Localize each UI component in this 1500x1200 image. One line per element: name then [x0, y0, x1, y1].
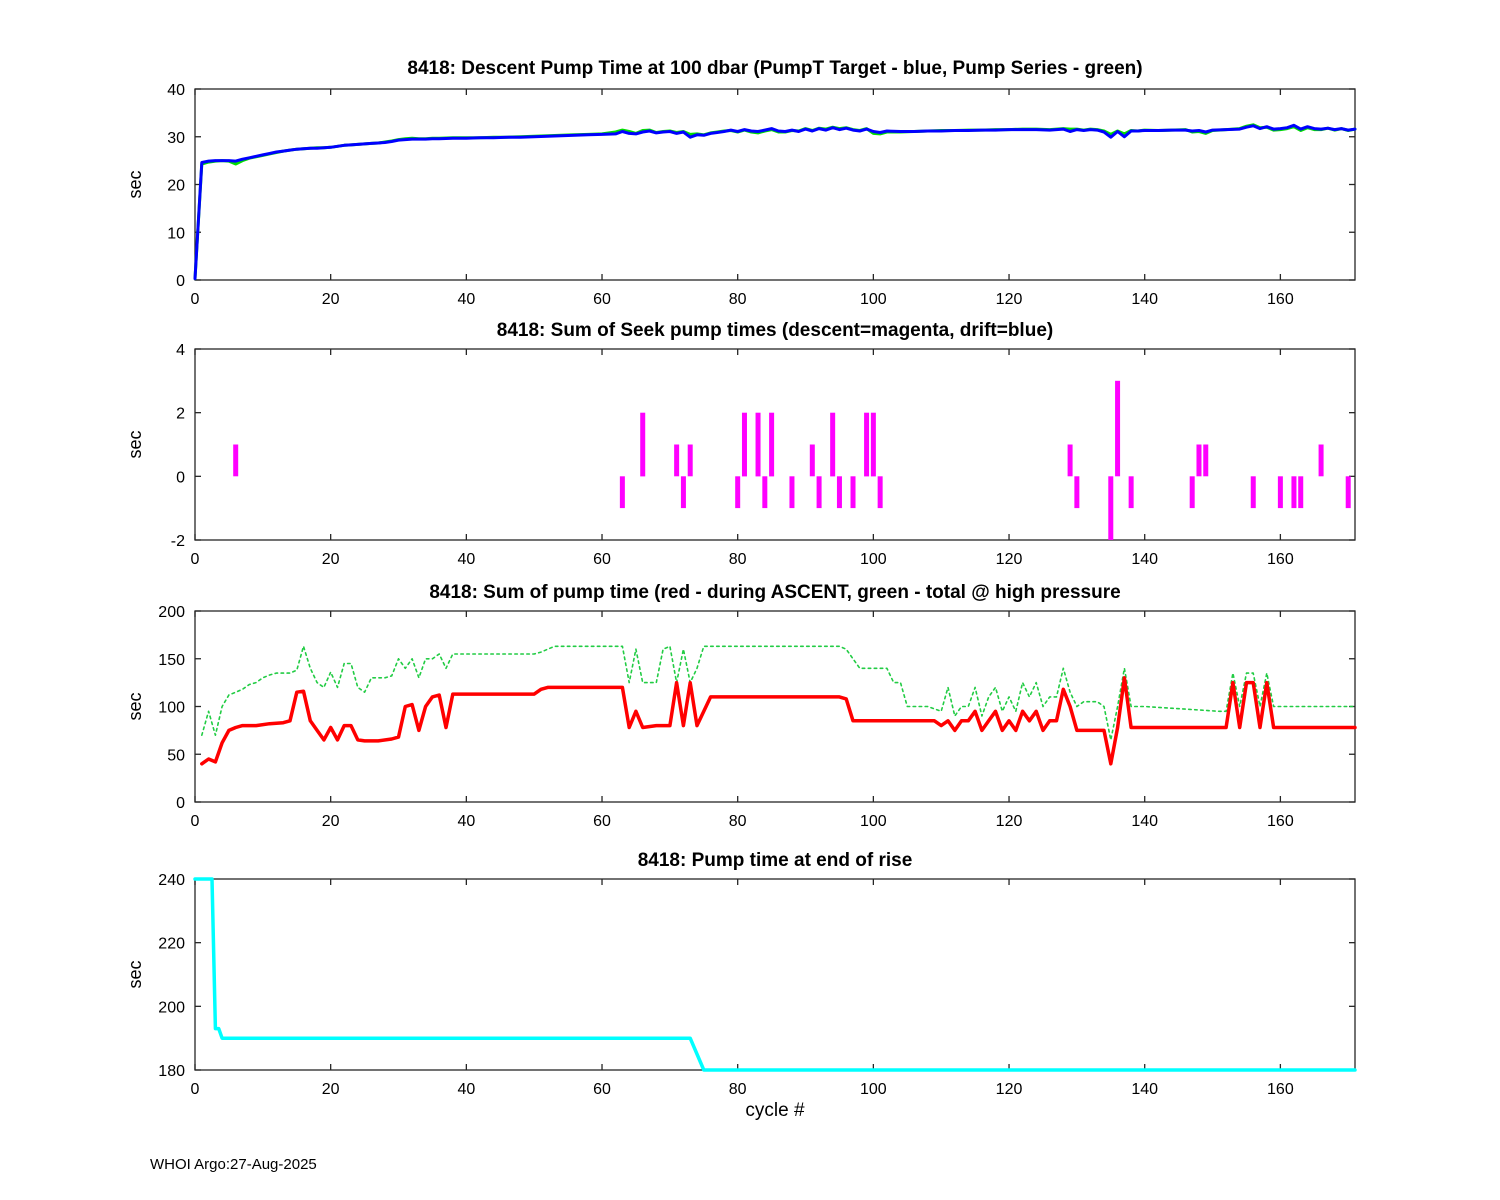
svg-text:220: 220	[158, 936, 185, 953]
svg-text:0: 0	[191, 291, 200, 308]
svg-text:120: 120	[996, 551, 1023, 568]
svg-text:200: 200	[158, 605, 185, 621]
svg-text:0: 0	[176, 469, 185, 486]
svg-text:20: 20	[322, 551, 340, 568]
svg-text:sec: sec	[125, 170, 145, 198]
svg-text:sec: sec	[125, 692, 145, 720]
svg-text:160: 160	[1267, 1081, 1294, 1098]
x-axis-label: cycle #	[745, 1100, 805, 1121]
svg-text:2: 2	[176, 406, 185, 423]
svg-text:sec: sec	[125, 960, 145, 988]
chart3-title: 8418: Sum of pump time (red - during ASC…	[429, 582, 1121, 603]
svg-text:30: 30	[167, 130, 185, 147]
svg-text:100: 100	[860, 291, 887, 308]
svg-text:80: 80	[729, 291, 747, 308]
svg-text:20: 20	[322, 1081, 340, 1098]
svg-text:40: 40	[457, 551, 475, 568]
svg-text:120: 120	[996, 813, 1023, 830]
chart1-title: 8418: Descent Pump Time at 100 dbar (Pum…	[407, 58, 1143, 79]
svg-text:80: 80	[729, 551, 747, 568]
descent-pump-time-plot: 0 20 40 60 80 100 120 140 160 0 10 20 30 40 sec	[125, 83, 1357, 308]
svg-text:-2: -2	[171, 533, 185, 550]
svg-text:140: 140	[1131, 291, 1158, 308]
svg-text:150: 150	[158, 652, 185, 669]
svg-text:0: 0	[176, 795, 185, 812]
svg-text:40: 40	[457, 1081, 475, 1098]
svg-text:80: 80	[729, 813, 747, 830]
svg-text:100: 100	[158, 700, 185, 717]
svg-text:40: 40	[457, 291, 475, 308]
svg-text:20: 20	[322, 813, 340, 830]
svg-text:120: 120	[996, 1081, 1023, 1098]
svg-text:0: 0	[191, 1081, 200, 1098]
svg-text:180: 180	[158, 1063, 185, 1080]
svg-text:10: 10	[167, 225, 185, 242]
svg-text:4: 4	[176, 343, 185, 359]
svg-text:20: 20	[322, 291, 340, 308]
chart2-title: 8418: Sum of Seek pump times (descent=ma…	[496, 320, 1054, 341]
svg-text:60: 60	[593, 1081, 611, 1098]
svg-text:60: 60	[593, 551, 611, 568]
sum-pump-time-plot: 0 20 40 60 80 100 120 140 160 0 50 100 150 200 sec	[125, 605, 1357, 830]
svg-text:240: 240	[158, 873, 185, 889]
svg-text:40: 40	[457, 813, 475, 830]
svg-text:140: 140	[1131, 551, 1158, 568]
svg-text:50: 50	[167, 747, 185, 764]
svg-text:120: 120	[996, 291, 1023, 308]
svg-text:140: 140	[1131, 1081, 1158, 1098]
pump-time-end-of-rise-plot: 0 20 40 60 80 100 120 140 160 180 200 220 240 sec	[125, 873, 1357, 1098]
svg-text:0: 0	[191, 813, 200, 830]
svg-text:60: 60	[593, 291, 611, 308]
svg-text:0: 0	[191, 551, 200, 568]
svg-text:sec: sec	[125, 430, 145, 458]
chart4-title: 8418: Pump time at end of rise	[637, 850, 913, 871]
svg-text:160: 160	[1267, 813, 1294, 830]
svg-text:200: 200	[158, 999, 185, 1016]
svg-text:40: 40	[167, 83, 185, 99]
svg-text:160: 160	[1267, 551, 1294, 568]
svg-text:0: 0	[176, 273, 185, 290]
svg-text:80: 80	[729, 1081, 747, 1098]
svg-text:20: 20	[167, 178, 185, 195]
svg-text:60: 60	[593, 813, 611, 830]
seek-pump-times-plot: 0 20 40 60 80 100 120 140 160 -2 0 2 4 sec	[125, 343, 1356, 568]
svg-text:100: 100	[860, 1081, 887, 1098]
svg-text:100: 100	[860, 551, 887, 568]
svg-text:100: 100	[860, 813, 887, 830]
footer-text: WHOI Argo:27-Aug-2025	[150, 1156, 317, 1173]
svg-text:160: 160	[1267, 291, 1294, 308]
svg-text:140: 140	[1131, 813, 1158, 830]
